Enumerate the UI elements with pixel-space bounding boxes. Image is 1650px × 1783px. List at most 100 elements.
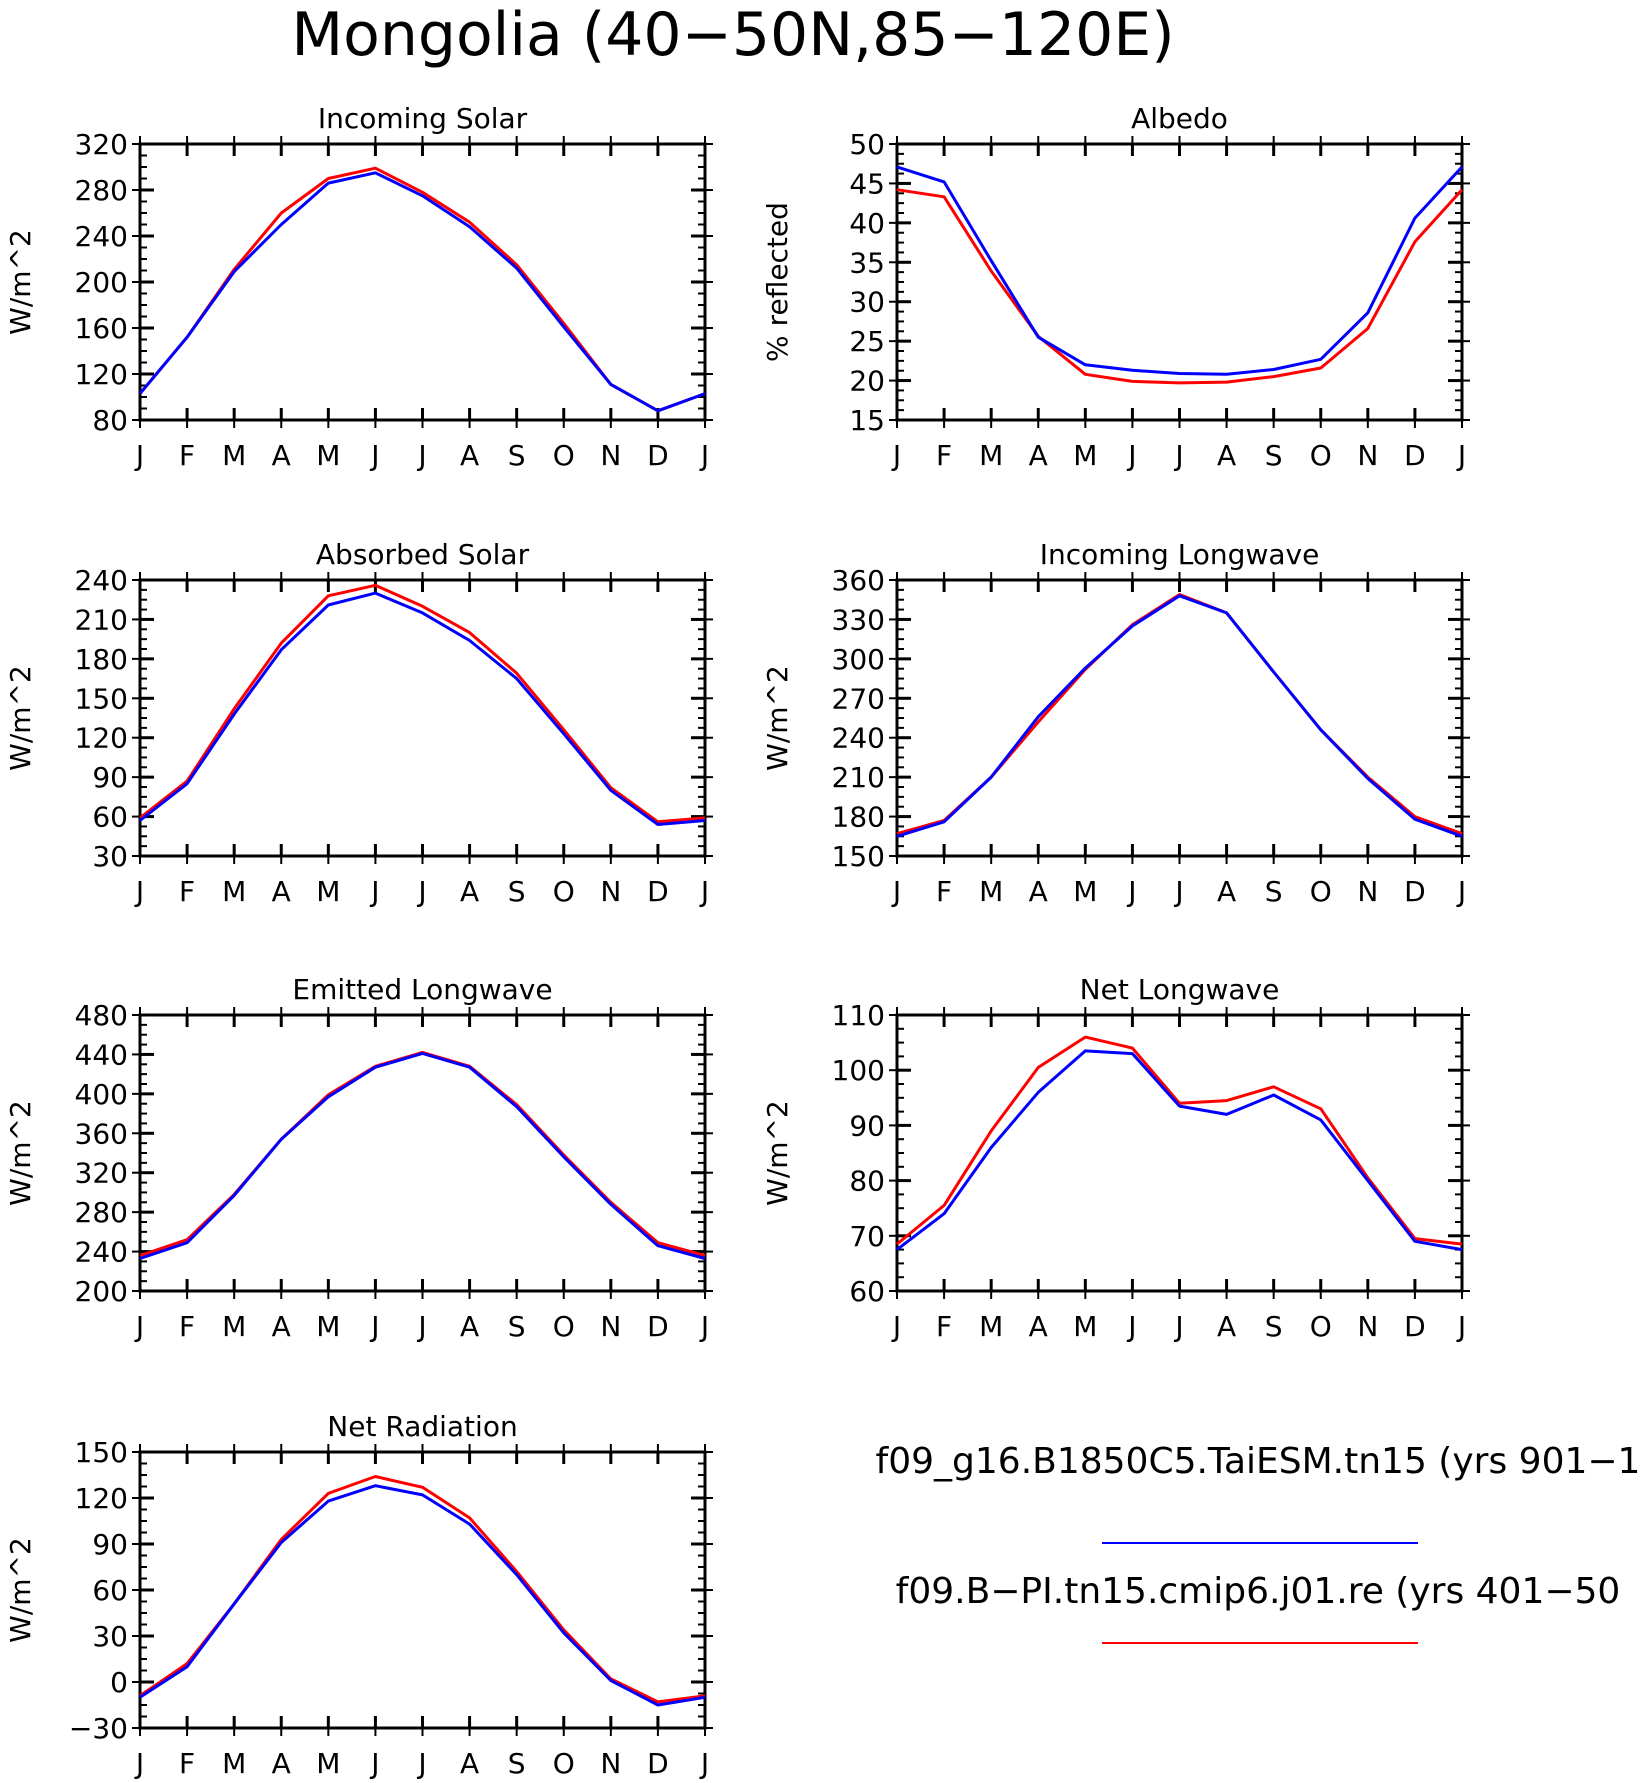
x-tick-label: J (134, 875, 144, 908)
series-line-2 (139, 591, 706, 826)
y-tick-label: 210 (832, 761, 885, 794)
x-tick-label: N (1357, 875, 1378, 908)
x-tick-label: D (1404, 439, 1426, 472)
y-tick-label: 70 (849, 1220, 885, 1253)
y-tick-label: 30 (849, 286, 885, 319)
x-tick-label: O (553, 439, 575, 472)
x-tick-label: A (1029, 1310, 1048, 1343)
x-tick-label: F (179, 1747, 195, 1780)
y-tick-label: 80 (92, 404, 128, 437)
y-tick-label: 35 (849, 246, 885, 279)
x-tick-label: J (416, 1310, 426, 1343)
x-tick-label: J (699, 1310, 709, 1343)
panel-1: J F M A M J J A S O N D J80120160200240280320Incomin… (4, 102, 713, 472)
x-tick-label: A (460, 875, 479, 908)
x-tick-label: M (979, 875, 1003, 908)
x-tick-label: A (1217, 875, 1236, 908)
x-tick-label: M (222, 1310, 246, 1343)
y-axis-label: W/m^2 (761, 665, 794, 771)
y-tick-label: 110 (832, 999, 885, 1032)
x-tick-label: O (1310, 1310, 1332, 1343)
y-tick-label: 30 (92, 1620, 128, 1653)
panel-title: Absorbed Solar (316, 538, 530, 571)
legend: f09_g16.B1850C5.TaiESM.tn15 (yrs 901−1 f… (876, 1441, 1640, 1644)
panels: J F M A M J J A S O N D J80120160200240280320Incomin… (4, 102, 1470, 1780)
y-tick-label: 60 (92, 1574, 128, 1607)
y-tick-label: 400 (75, 1078, 128, 1111)
x-tick-label: N (1357, 1310, 1378, 1343)
y-tick-label: 50 (849, 128, 885, 161)
series-line-2 (138, 171, 706, 413)
x-tick-label: J (699, 1747, 709, 1780)
x-tick-label: A (1029, 875, 1048, 908)
x-tick-label: M (316, 875, 340, 908)
x-tick-label: N (600, 439, 621, 472)
x-tick-label: J (1173, 1310, 1183, 1343)
panel-title: Incoming Solar (318, 102, 528, 135)
plot-frame (895, 1013, 1464, 1293)
x-tick-label: M (1073, 439, 1097, 472)
y-tick-label: 200 (75, 266, 128, 299)
y-axis-label: % reflected (761, 202, 794, 362)
y-tick-label: 440 (75, 1038, 128, 1071)
series-line-1 (138, 166, 706, 413)
x-tick-label: N (600, 875, 621, 908)
panel-5: J F M A M J J A S O N D J200240280320360400440480Emi… (4, 973, 713, 1343)
y-tick-label: 120 (75, 358, 128, 391)
x-tick-label: J (1173, 875, 1183, 908)
x-tick-label: A (460, 439, 479, 472)
y-tick-label: 360 (75, 1117, 128, 1150)
y-tick-label: 150 (832, 840, 885, 873)
series-line-2 (896, 594, 1463, 838)
x-tick-label: J (134, 1310, 144, 1343)
y-tick-label: 60 (92, 801, 128, 834)
x-tick-label: O (1310, 875, 1332, 908)
x-tick-label: J (1456, 1310, 1466, 1343)
y-tick-label: 15 (849, 404, 885, 437)
x-tick-label: S (1265, 1310, 1283, 1343)
y-tick-label: 160 (75, 312, 128, 345)
x-tick-label: S (508, 875, 526, 908)
x-tick-label: M (222, 875, 246, 908)
x-tick-label: S (508, 1310, 526, 1343)
panel-3: J F M A M J J A S O N D J306090120150180210240Absorb… (4, 538, 713, 908)
y-tick-label: 240 (832, 722, 885, 755)
y-tick-label: 480 (75, 999, 128, 1032)
x-tick-label: J (1126, 439, 1136, 472)
x-tick-label: M (222, 1747, 246, 1780)
x-tick-label: M (316, 1747, 340, 1780)
y-tick-label: 320 (75, 1157, 128, 1190)
y-tick-label: 210 (75, 603, 128, 636)
x-tick-label: J (699, 875, 709, 908)
y-tick-label: 150 (75, 682, 128, 715)
x-tick-label: N (600, 1747, 621, 1780)
series-line-1 (139, 1051, 706, 1257)
x-tick-label: J (891, 875, 901, 908)
y-tick-label: 80 (849, 1165, 885, 1198)
y-axis-label: W/m^2 (4, 229, 37, 335)
y-tick-label: 25 (849, 325, 885, 358)
y-tick-label: 120 (75, 1482, 128, 1515)
panel-title: Incoming Longwave (1040, 538, 1320, 571)
x-tick-label: O (553, 875, 575, 908)
x-tick-label: J (416, 439, 426, 472)
x-tick-label: J (369, 1747, 379, 1780)
x-tick-label: O (553, 1747, 575, 1780)
x-tick-label: A (1029, 439, 1048, 472)
y-tick-label: 300 (832, 643, 885, 676)
y-tick-label: 180 (832, 801, 885, 834)
x-tick-label: A (1217, 1310, 1236, 1343)
y-tick-label: 330 (832, 603, 885, 636)
figure-title: Mongolia (40−50N,85−120E) (291, 0, 1174, 70)
x-tick-label: S (508, 1747, 526, 1780)
x-tick-label: N (600, 1310, 621, 1343)
y-tick-label: 45 (849, 167, 885, 200)
series-line-2 (896, 1049, 1463, 1252)
x-tick-label: S (1265, 875, 1283, 908)
y-tick-label: 240 (75, 220, 128, 253)
x-tick-label: O (553, 1310, 575, 1343)
y-tick-label: 280 (75, 1196, 128, 1229)
panel-title: Albedo (1131, 102, 1228, 135)
series-line-2 (896, 165, 1464, 376)
y-tick-label: 30 (92, 840, 128, 873)
